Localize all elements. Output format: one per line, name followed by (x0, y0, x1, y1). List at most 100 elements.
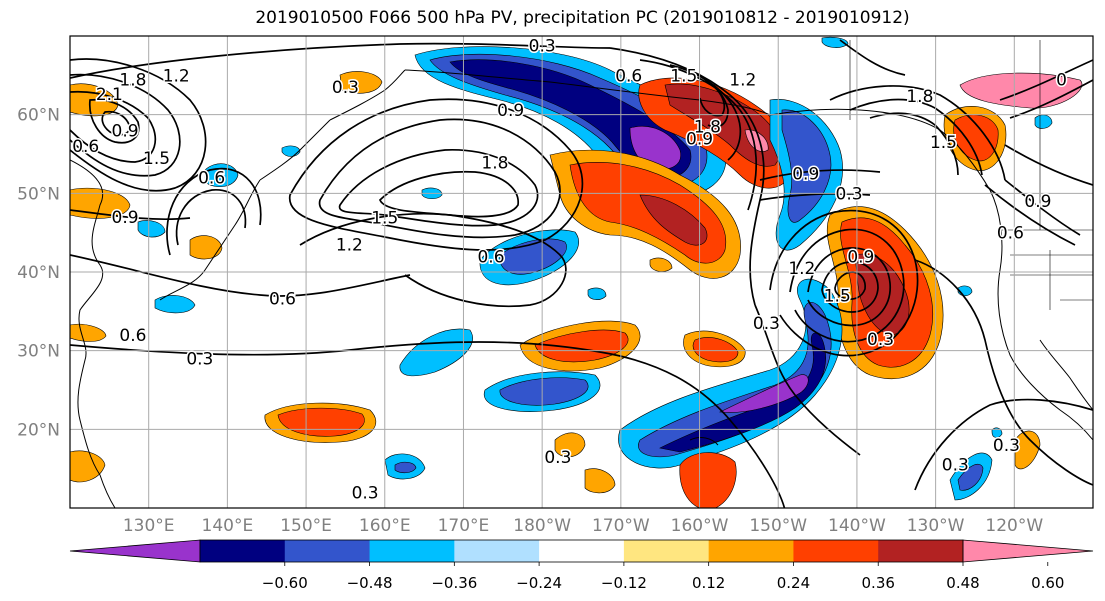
pv-contour-label: 0.9 (847, 247, 874, 267)
pv-contour-east-low-5 (834, 271, 866, 301)
pv-contour-aleutian-low-outer (609, 47, 765, 306)
pv-contour-east-low-4 (821, 261, 879, 313)
pv-contour-labels: 0.31.8 1.22.10.90.61.50.60.90.30.91.81.51… (71, 36, 1069, 505)
colorbar-segment (708, 540, 794, 562)
coast-kuril (259, 119, 331, 181)
lon-tick-label: 170°W (592, 516, 650, 536)
lon-tick-label: 140°E (202, 516, 254, 536)
positive-patch-central-inner (534, 329, 629, 363)
gridlines (70, 36, 1093, 508)
negative-patch-170e-30n (399, 328, 473, 377)
positive-patch-160w-40n (649, 257, 673, 272)
pv-contour-label: 0.3 (993, 436, 1020, 456)
lon-tick-label: 160°E (359, 516, 411, 536)
colorbar-tick-label: 0.12 (692, 574, 725, 592)
pv-contour-canada-1 (1004, 179, 1081, 236)
lon-tick-label: 160°W (671, 516, 729, 536)
colorbar-segment (878, 540, 964, 562)
pv-contour-label: 0.9 (112, 121, 139, 141)
colorbar-segment (793, 540, 879, 562)
colorbar-tick-label: 0.24 (777, 574, 810, 592)
pv-contour-label: 0.3 (753, 314, 780, 334)
positive-patch-near-160e (339, 71, 383, 94)
pv-contour-label: 0.6 (269, 290, 296, 310)
pv-contour-label: 2.1 (96, 85, 123, 105)
negative-band-southeast-mid (638, 302, 832, 458)
pv-contour-label: 0.3 (186, 350, 213, 370)
colorbar-segment (623, 540, 710, 562)
pv-contour-west-low-4 (89, 98, 140, 144)
lat-tick-label: 40°N (17, 263, 60, 283)
pv-contour-label: 1.5 (143, 149, 170, 169)
pv-contour-18-gyre (378, 170, 519, 218)
pv-contour-03-main (70, 341, 786, 508)
pv-contour-aleutian-low-2 (639, 59, 758, 211)
coast-hawaii (689, 437, 719, 446)
pv-contour-label: 1.5 (930, 133, 957, 153)
negative-patch-south-of-japan-inner (394, 461, 417, 474)
map-frame (69, 35, 1094, 509)
pv-contour-label: 0.9 (792, 165, 819, 185)
positive-patch-south-170w (584, 468, 616, 494)
colorbar-tick-label: −0.24 (516, 574, 562, 592)
positive-patch-south-160w (679, 452, 737, 508)
latitude-labels: 60°N 50°N 40°N 30°N 20°N (17, 106, 60, 441)
positive-patch-japan (189, 235, 223, 260)
map-panel: 0.31.8 1.22.10.90.61.50.60.90.30.91.81.51… (70, 36, 1093, 508)
coast-aleutians (404, 69, 771, 116)
colorbar-segment (539, 540, 625, 562)
pv-contour-label: 1.5 (824, 287, 851, 307)
pv-contour-label: 0.9 (497, 101, 524, 121)
negative-patch-east-of-japan (154, 295, 196, 314)
lon-tick-label: 130°W (907, 516, 965, 536)
lat-tick-label: 20°N (17, 420, 60, 440)
negative-patch-east-alaska (1034, 114, 1053, 129)
pv-contour-label: 1.2 (788, 259, 815, 279)
pv-contour-label: 0.3 (836, 184, 863, 204)
coast-japan (159, 179, 261, 301)
colorbar-extend-low (69, 539, 201, 563)
pv-contour-label: 1.8 (119, 70, 146, 90)
pv-contour-label: 0.9 (1024, 192, 1051, 212)
colorbar-segment (284, 540, 371, 562)
pv-contour-03-east-ridge (914, 259, 1093, 486)
pv-contour-12-gyre (318, 118, 561, 239)
pv-contour-label: 0.3 (544, 448, 571, 468)
positive-patch-alaska-coast (959, 72, 1083, 109)
pv-contour-label: 1.8 (906, 87, 933, 107)
pv-contour-label: 0.6 (477, 247, 504, 267)
negative-patch-near-155e (281, 145, 301, 157)
positive-patch-east-coast (1014, 430, 1041, 470)
pv-contour-canada-3 (1004, 144, 1093, 186)
positive-patch-gulf-of-alaska-inner (953, 114, 999, 162)
lon-tick-label: 170°E (438, 516, 490, 536)
pv-contour-03-east-trough (754, 304, 861, 456)
colorbar-tick-label: 0.48 (946, 574, 979, 592)
colorbar-segment (454, 540, 540, 562)
colorbar: −0.60 −0.48 −0.36 −0.24 −0.12 0.12 0.24 0.36 0.4… (69, 539, 1094, 592)
pv-contour-label: 1.2 (163, 66, 190, 86)
pv-contour-east-low-2 (789, 228, 905, 343)
pv-contour-label: 0.6 (72, 137, 99, 157)
lat-tick-label: 60°N (17, 106, 60, 126)
coast-asia (70, 159, 116, 508)
pv-contour-label: 0 (1056, 70, 1067, 90)
pv-contour-label: 0.3 (867, 330, 894, 350)
pv-contour-label: 1.5 (371, 209, 398, 229)
colorbar-segment (200, 540, 286, 562)
colorbar-tick-label: −0.60 (262, 574, 308, 592)
pv-contour-gulf-of-alaska-low-outer (829, 85, 1006, 181)
pv-contour-label: 1.8 (481, 154, 508, 174)
coast-alaska (769, 108, 1093, 441)
negative-patch-east-15n-inner (957, 464, 984, 491)
pv-contour-label: 0.3 (352, 483, 379, 503)
colorbar-segment (369, 540, 455, 562)
pv-contour-09-gyre (289, 98, 584, 251)
colorbar-tick-label: −0.36 (431, 574, 477, 592)
pv-contour-label: 0.6 (997, 224, 1024, 244)
pv-contour-east-03-2 (759, 169, 881, 181)
coast-baja (1039, 339, 1093, 411)
pv-contour-09-west (70, 209, 191, 220)
lon-tick-label: 140°W (828, 516, 886, 536)
